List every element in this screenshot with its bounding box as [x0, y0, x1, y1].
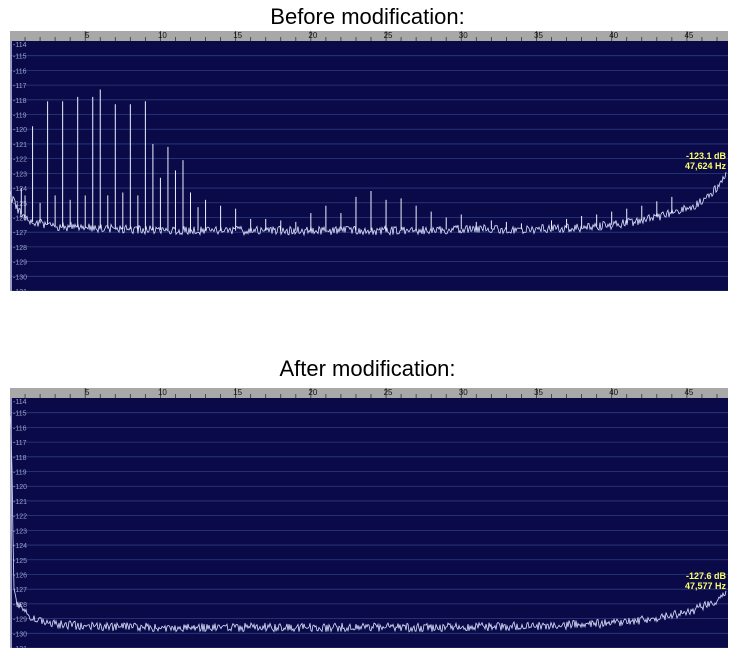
y-tick-label: -129 — [13, 617, 27, 624]
x-tick-label: 40 — [609, 388, 618, 397]
y-tick-label: -120 — [13, 127, 27, 134]
y-tick-label: -126 — [13, 215, 27, 222]
y-tick-label: -118 — [13, 98, 27, 105]
x-tick-label: 20 — [308, 388, 317, 397]
x-tick-label: 35 — [534, 31, 543, 40]
y-tick-label: -131 — [13, 646, 27, 648]
x-tick-label: 20 — [308, 31, 317, 40]
y-tick-label: -125 — [13, 558, 27, 565]
y-tick-label: -122 — [13, 514, 27, 521]
x-tick-label: 25 — [384, 31, 393, 40]
x-tick-label: 35 — [534, 388, 543, 397]
x-tick-label: 5 — [85, 388, 90, 397]
y-tick-label: -124 — [13, 186, 27, 193]
frequency-ruler — [10, 31, 728, 41]
y-tick-label: -120 — [13, 484, 27, 491]
y-tick-label: -125 — [13, 201, 27, 208]
x-tick-label: 10 — [158, 388, 167, 397]
y-tick-label: -122 — [13, 157, 27, 164]
y-tick-label: -121 — [13, 142, 27, 149]
y-tick-label: -115 — [13, 54, 27, 61]
y-tick-label: -128 — [13, 245, 27, 252]
y-tick-label: -121 — [13, 499, 27, 506]
y-tick-label: -117 — [13, 83, 27, 90]
plot-area — [10, 398, 728, 648]
x-tick-label: 5 — [85, 31, 90, 40]
readout-frequency: 47,624 Hz — [685, 161, 727, 171]
y-tick-label: -127 — [13, 230, 27, 237]
y-tick-label: -116 — [13, 68, 27, 75]
x-tick-label: 40 — [609, 31, 618, 40]
y-tick-label: -118 — [13, 455, 27, 462]
y-tick-label: -123 — [13, 171, 27, 178]
y-tick-label: -129 — [13, 260, 27, 267]
readout-level: -123.1 dB — [686, 151, 727, 161]
spectrum-plot-after: 5 10 15 20 25 30 35 40 45 -114 -115 -116 -117 -118 -11… — [10, 388, 728, 648]
y-tick-label: -130 — [13, 631, 27, 638]
y-tick-label: -116 — [13, 425, 27, 432]
y-tick-label: -119 — [13, 113, 27, 120]
y-tick-label: -128 — [13, 602, 27, 609]
after-panel-title: After modification: — [279, 356, 456, 381]
x-tick-label: 10 — [158, 31, 167, 40]
x-tick-label: 25 — [384, 388, 393, 397]
y-tick-label: -119 — [13, 470, 27, 477]
spectrum-plot-before: 5 10 15 20 25 30 35 40 45 -114 -115 -116 -117 -118 -11… — [10, 31, 728, 291]
y-tick-label: -126 — [13, 572, 27, 579]
frequency-ruler — [10, 388, 728, 398]
x-tick-label: 15 — [233, 31, 242, 40]
y-tick-label: -130 — [13, 274, 27, 281]
y-tick-label: -114 — [13, 42, 27, 49]
x-tick-label: 45 — [684, 31, 693, 40]
x-tick-label: 30 — [459, 388, 468, 397]
x-tick-label: 30 — [459, 31, 468, 40]
y-tick-label: -127 — [13, 587, 27, 594]
y-tick-label: -123 — [13, 528, 27, 535]
y-tick-label: -115 — [13, 411, 27, 418]
noise-floor-trace — [10, 172, 727, 237]
y-tick-label: -117 — [13, 440, 27, 447]
x-tick-label: 45 — [684, 388, 693, 397]
y-tick-label: -131 — [13, 289, 27, 291]
readout-level: -127.6 dB — [686, 571, 727, 581]
before-panel-title: Before modification: — [270, 4, 465, 29]
readout-frequency: 47,577 Hz — [685, 581, 727, 591]
noise-floor-trace — [10, 415, 727, 633]
y-tick-label: -124 — [13, 543, 27, 550]
y-tick-label: -114 — [13, 399, 27, 406]
x-tick-label: 15 — [233, 388, 242, 397]
plot-area — [10, 41, 728, 291]
